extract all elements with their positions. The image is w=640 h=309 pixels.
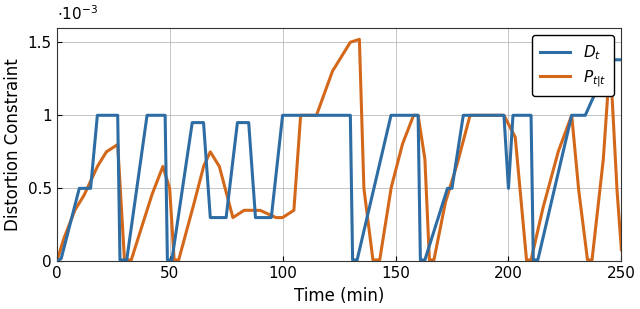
$D_t$	[53, 260, 61, 263]
$P_{t|t}$	[618, 248, 625, 252]
$P_{t|t}$	[356, 37, 364, 41]
$P_{t|t}$	[161, 172, 169, 176]
$D_t$	[218, 216, 226, 219]
$D_t$	[74, 192, 82, 196]
$D_t$	[344, 113, 351, 117]
X-axis label: Time (min): Time (min)	[294, 287, 384, 305]
$D_t$	[618, 58, 625, 61]
$P_{t|t}$	[344, 45, 351, 49]
Text: $\cdot10^{-3}$: $\cdot10^{-3}$	[57, 4, 98, 23]
$P_{t|t}$	[74, 203, 82, 207]
$D_t$	[163, 243, 171, 247]
$P_{t|t}$	[218, 175, 226, 179]
$P_{t|t}$	[53, 260, 61, 263]
Line: $P_{t|t}$: $P_{t|t}$	[57, 39, 621, 261]
Line: $D_t$: $D_t$	[57, 60, 621, 261]
Y-axis label: Distortion Constraint: Distortion Constraint	[4, 58, 22, 231]
$P_{t|t}$	[106, 148, 114, 151]
$D_t$	[161, 113, 169, 117]
Legend: $D_t$, $P_{t|t}$: $D_t$, $P_{t|t}$	[532, 35, 614, 96]
$P_{t|t}$	[163, 179, 171, 182]
$D_t$	[606, 58, 614, 61]
$D_t$	[106, 113, 114, 117]
